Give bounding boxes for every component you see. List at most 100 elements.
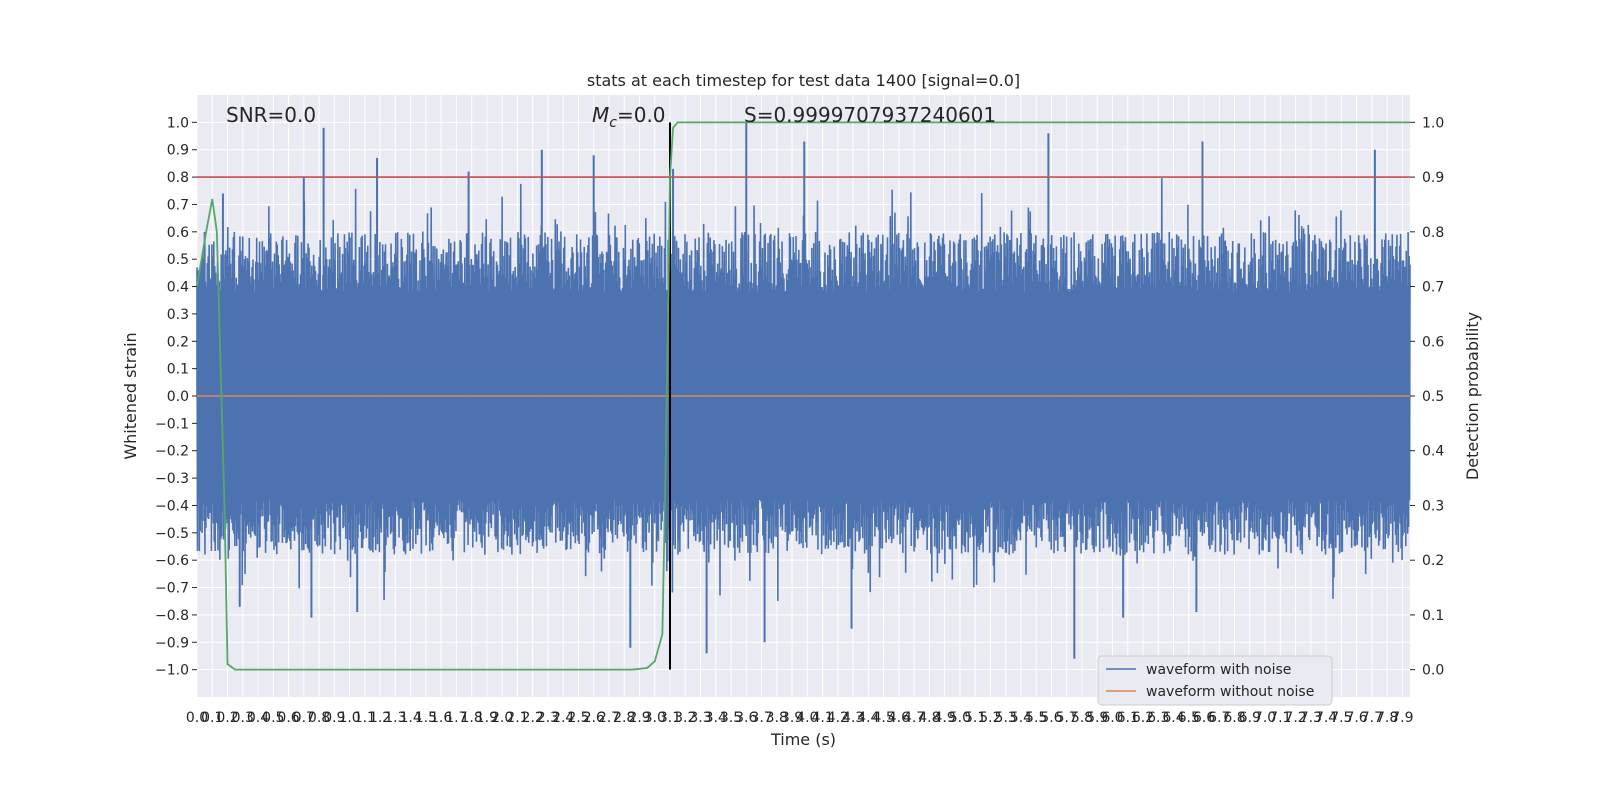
x-tick-label: 0.6 (277, 710, 299, 726)
x-tick-label: 2.0 (491, 710, 513, 726)
legend-box (1097, 655, 1333, 706)
x-tick-label: 0.2 (216, 710, 238, 726)
x-tick-label: 4.8 (918, 710, 940, 726)
legend: waveform with noise waveform without noi… (1097, 655, 1333, 706)
x-tick-label: 7.3 (1300, 710, 1322, 726)
x-tick-label: 2.4 (552, 710, 574, 726)
y-tick-label: 0.5 (167, 252, 189, 268)
x-tick-label: 3.2 (674, 710, 696, 726)
x-tick-label: 3.8 (766, 710, 788, 726)
annotation-s: S=0.9999707937240601 (744, 103, 996, 127)
x-tick-label: 3.3 (689, 710, 711, 726)
x-tick-label: 1.9 (476, 710, 498, 726)
x-tick-label: 4.3 (842, 710, 864, 726)
x-tick-label: 7.2 (1284, 710, 1306, 726)
x-tick-label: 0.3 (232, 710, 254, 726)
y-tick-label: 0.7 (167, 197, 189, 213)
x-tick-label: 6.4 (1162, 710, 1184, 726)
y2-tick-label: 0.2 (1422, 553, 1444, 569)
x-tick-label: 2.3 (537, 710, 559, 726)
x-tick-label: 2.9 (628, 710, 650, 726)
x-tick-label: 1.0 (338, 710, 360, 726)
x-tick-label: 5.2 (979, 710, 1001, 726)
x-tick-label: 6.7 (1208, 710, 1230, 726)
y2-tick-label: 0.1 (1422, 608, 1444, 624)
y-tick-label: 0.4 (167, 280, 189, 296)
y-tick-label: 0.9 (167, 143, 189, 159)
annotation-snr: SNR=0.0 (226, 103, 316, 127)
x-tick-label: 7.9 (1391, 710, 1413, 726)
x-tick-label: 1.8 (461, 710, 483, 726)
x-tick-label: 3.0 (644, 710, 666, 726)
x-tick-label: 1.2 (369, 710, 391, 726)
x-tick-label: 1.7 (445, 710, 467, 726)
y-tick-label: −0.8 (155, 608, 189, 624)
x-tick-label: 3.1 (659, 710, 681, 726)
y-tick-label: 0.1 (167, 362, 189, 378)
x-tick-label: 5.8 (1071, 710, 1093, 726)
x-tick-label: 4.6 (888, 710, 910, 726)
y2-tick-label: 0.5 (1422, 389, 1444, 405)
y-tick-label: −0.3 (155, 471, 189, 487)
x-tick-label: 2.8 (613, 710, 635, 726)
y-tick-label: 1.0 (167, 115, 189, 131)
y-tick-label: −0.9 (155, 635, 189, 651)
x-tick-label: 6.2 (1132, 710, 1154, 726)
x-tick-label: 6.8 (1223, 710, 1245, 726)
chart-title: stats at each timestep for test data 140… (587, 71, 1020, 90)
x-tick-label: 5.1 (964, 710, 986, 726)
x-tick-label: 3.6 (735, 710, 757, 726)
annotation-mc-value: =0.0 (617, 103, 666, 127)
x-tick-label: 5.0 (949, 710, 971, 726)
x-axis-label: Time (s) (770, 730, 836, 749)
x-tick-label: 0.8 (308, 710, 330, 726)
x-tick-label: 6.6 (1193, 710, 1215, 726)
x-tick-label: 1.6 (430, 710, 452, 726)
x-tick-label: 2.7 (598, 710, 620, 726)
y-axis-label: Whitened strain (121, 332, 140, 459)
y-tick-label: 0.3 (167, 307, 189, 323)
x-tick-label: 5.7 (1056, 710, 1078, 726)
x-tick-label: 4.4 (857, 710, 879, 726)
y2-tick-label: 0.0 (1422, 663, 1444, 679)
y-tick-label: −0.1 (155, 416, 189, 432)
y2-tick-label: 0.4 (1422, 444, 1444, 460)
x-tick-label: 7.6 (1345, 710, 1367, 726)
y-tick-label: 0.2 (167, 334, 189, 350)
x-tick-label: 4.1 (811, 710, 833, 726)
x-tick-label: 0.0 (186, 710, 208, 726)
x-tick-label: 5.3 (995, 710, 1017, 726)
x-tick-label: 4.7 (903, 710, 925, 726)
x-tick-label: 0.1 (201, 710, 223, 726)
annotation-mc-symbol: M (592, 103, 609, 127)
annotation-mc-subscript: c (609, 115, 617, 131)
y2-tick-label: 0.8 (1422, 225, 1444, 241)
x-tick-label: 0.4 (247, 710, 269, 726)
x-tick-label: 5.9 (1086, 710, 1108, 726)
y-tick-label: 0.0 (167, 389, 189, 405)
x-tick-label: 7.0 (1254, 710, 1276, 726)
annotation-mc: Mc=0.0 (592, 103, 666, 131)
x-tick-label: 0.9 (323, 710, 345, 726)
y-tick-label: −0.7 (155, 581, 189, 597)
y-tick-label: −0.5 (155, 526, 189, 542)
y2-tick-label: 0.7 (1422, 280, 1444, 296)
x-tick-label: 6.1 (1117, 710, 1139, 726)
x-tick-label: 1.3 (384, 710, 406, 726)
x-tick-label: 2.5 (567, 710, 589, 726)
y2-tick-label: 0.9 (1422, 170, 1444, 186)
x-tick-label: 6.9 (1239, 710, 1261, 726)
y-tick-label: −0.2 (155, 444, 189, 460)
x-tick-label: 4.9 (934, 710, 956, 726)
x-tick-label: 3.9 (781, 710, 803, 726)
series-detection-probability (196, 121, 1410, 671)
x-tick-label: 5.5 (1025, 710, 1047, 726)
x-tick-label: 3.7 (750, 710, 772, 726)
x-tick-label: 4.5 (872, 710, 894, 726)
x-tick-label: 3.4 (705, 710, 727, 726)
y2-tick-label: 0.6 (1422, 334, 1444, 350)
y-tick-label: 0.8 (167, 170, 189, 186)
x-tick-label: 1.5 (415, 710, 437, 726)
y-tick-label: 0.6 (167, 225, 189, 241)
